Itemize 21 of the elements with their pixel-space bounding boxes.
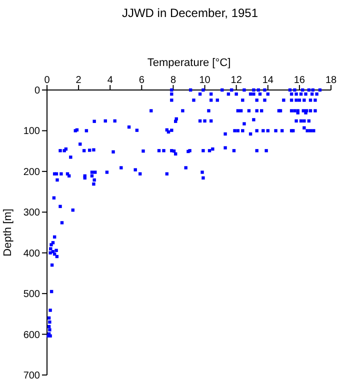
- y-tick-label: 300: [23, 208, 40, 219]
- y-tick-label: 400: [23, 248, 40, 260]
- y-tick-label: 600: [23, 330, 40, 341]
- x-tick-label: 0: [44, 75, 50, 86]
- x-tick-label: 4: [107, 75, 114, 86]
- x-axis-title: Temperature [°C]: [147, 57, 231, 69]
- x-tick-label: 12: [230, 75, 242, 86]
- y-tick-label: 100: [23, 126, 40, 138]
- x-tick-label: 14: [262, 75, 274, 86]
- y-tick-label: 0: [34, 86, 40, 96]
- x-tick-label: 2: [76, 75, 82, 86]
- chart-title: JJWD in December, 1951: [122, 6, 258, 20]
- y-tick-label: 700: [23, 370, 40, 382]
- x-tick-label: 16: [294, 75, 306, 86]
- x-tick-label: 18: [325, 75, 337, 86]
- y-axis-title: Depth [m]: [2, 208, 14, 256]
- y-tick-label: 200: [23, 166, 40, 178]
- y-tick-label: 500: [23, 289, 40, 300]
- x-tick-label: 8: [170, 75, 176, 86]
- x-tick-label: 6: [138, 75, 145, 86]
- x-tick-label: 10: [199, 75, 211, 86]
